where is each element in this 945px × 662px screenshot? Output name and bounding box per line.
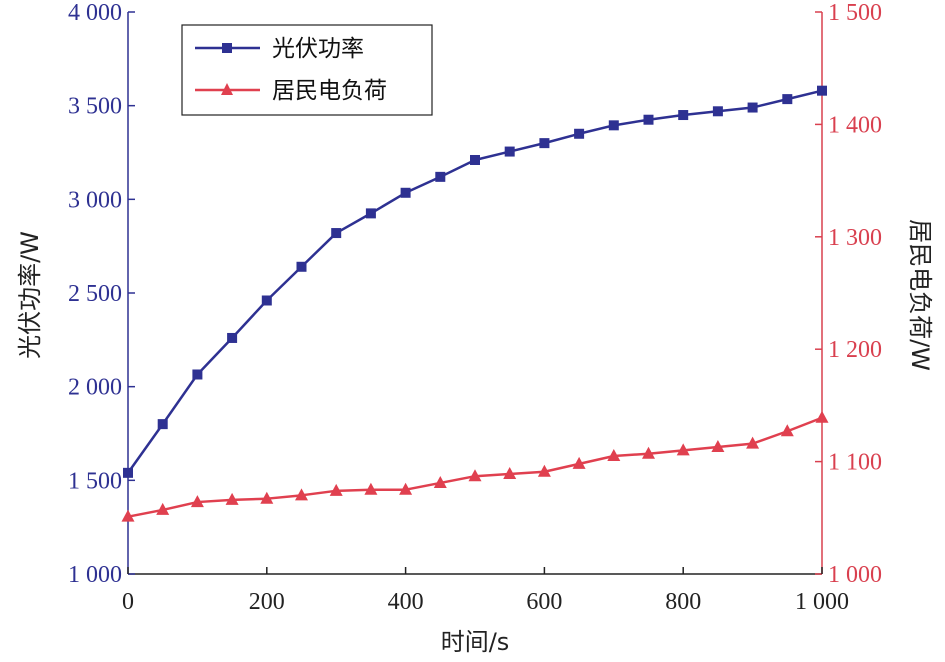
load-data-point [329,483,343,496]
load-data-point [537,464,551,477]
pv-data-point [712,106,723,117]
pv-data-point [539,138,550,149]
pv-data-point [782,94,793,105]
right-y-tick-label: 1 200 [828,337,882,363]
load-data-point [607,448,621,461]
pv-data-point [157,419,168,430]
left-y-tick-label: 4 000 [68,0,122,26]
pv-data-point [747,102,758,113]
right-y-tick-label: 1 300 [828,225,882,251]
right-y-tick-label: 1 500 [828,0,882,26]
pv-data-point [470,154,480,165]
legend-label-load: 居民电负荷 [272,78,387,104]
pv-data-point [365,208,376,219]
series-layer [121,85,829,522]
pv-data-point [400,187,411,198]
load-data-point [746,436,760,449]
x-tick-label: 0 [122,589,134,615]
legend: 光伏功率 居民电负荷 [181,24,433,116]
left-y-tick-label: 1 000 [68,562,122,588]
pv-data-point [678,110,689,121]
right-y-ticks: 1 000 1 100 1 200 1 300 1 400 1 500 [815,0,882,588]
load-data-point [503,466,517,479]
load-data-point [121,509,135,522]
load-data-point [676,443,690,456]
x-tick-label: 800 [665,589,701,615]
legend-box [181,24,433,116]
x-tick-label: 400 [388,589,424,615]
right-y-tick-label: 1 400 [828,112,882,138]
load-data-point [225,492,239,505]
pv-data-point [504,146,515,157]
right-y-tick-label: 1 000 [828,562,882,588]
load-data-point [572,456,586,469]
left-y-tick-label: 2 500 [68,281,122,307]
load-data-point [433,475,447,488]
pv-data-point [192,369,203,380]
right-y-tick-label: 1 100 [828,450,882,476]
load-data-point [711,439,725,452]
load-data-point [399,482,413,495]
pv-data-point [817,85,827,96]
x-tick-label: 200 [249,589,285,615]
load-data-point [260,491,274,504]
load-data-point [642,446,655,459]
series-line-0 [126,89,823,474]
left-y-ticks: 1 000 1 500 2 000 2 500 3 000 3 500 4 000 [68,0,135,588]
load-data-point [156,502,170,515]
pv-data-point [123,467,133,478]
right-y-axis-label: 居民电负荷/W [906,219,934,371]
pv-data-point [261,295,272,306]
pv-data-point [435,171,446,182]
load-data-point [364,482,378,495]
x-ticks: 0 200 400 600 800 1 000 [122,567,849,615]
left-y-tick-label: 1 500 [68,468,122,494]
load-data-point [468,469,482,482]
legend-marker-pv [222,43,232,53]
x-tick-label: 600 [526,589,562,615]
pv-data-point [608,120,619,131]
load-data-point [815,410,829,423]
load-data-point [295,488,308,501]
pv-data-point [574,128,585,139]
pv-data-point [227,332,238,343]
x-tick-label: 1 000 [795,589,849,615]
x-axis-label: 时间/s [441,628,510,656]
pv-data-point [331,228,342,239]
left-y-tick-label: 3 500 [68,94,122,120]
pv-data-point [296,261,307,272]
left-y-axis-label: 光伏功率/W [16,231,44,359]
legend-marker-load [221,83,233,95]
load-data-point [190,495,204,508]
load-data-point [780,424,794,437]
legend-label-pv: 光伏功率 [272,36,364,62]
left-y-tick-label: 2 000 [68,375,122,401]
pv-data-point [643,114,654,125]
left-y-tick-label: 3 000 [68,187,122,213]
